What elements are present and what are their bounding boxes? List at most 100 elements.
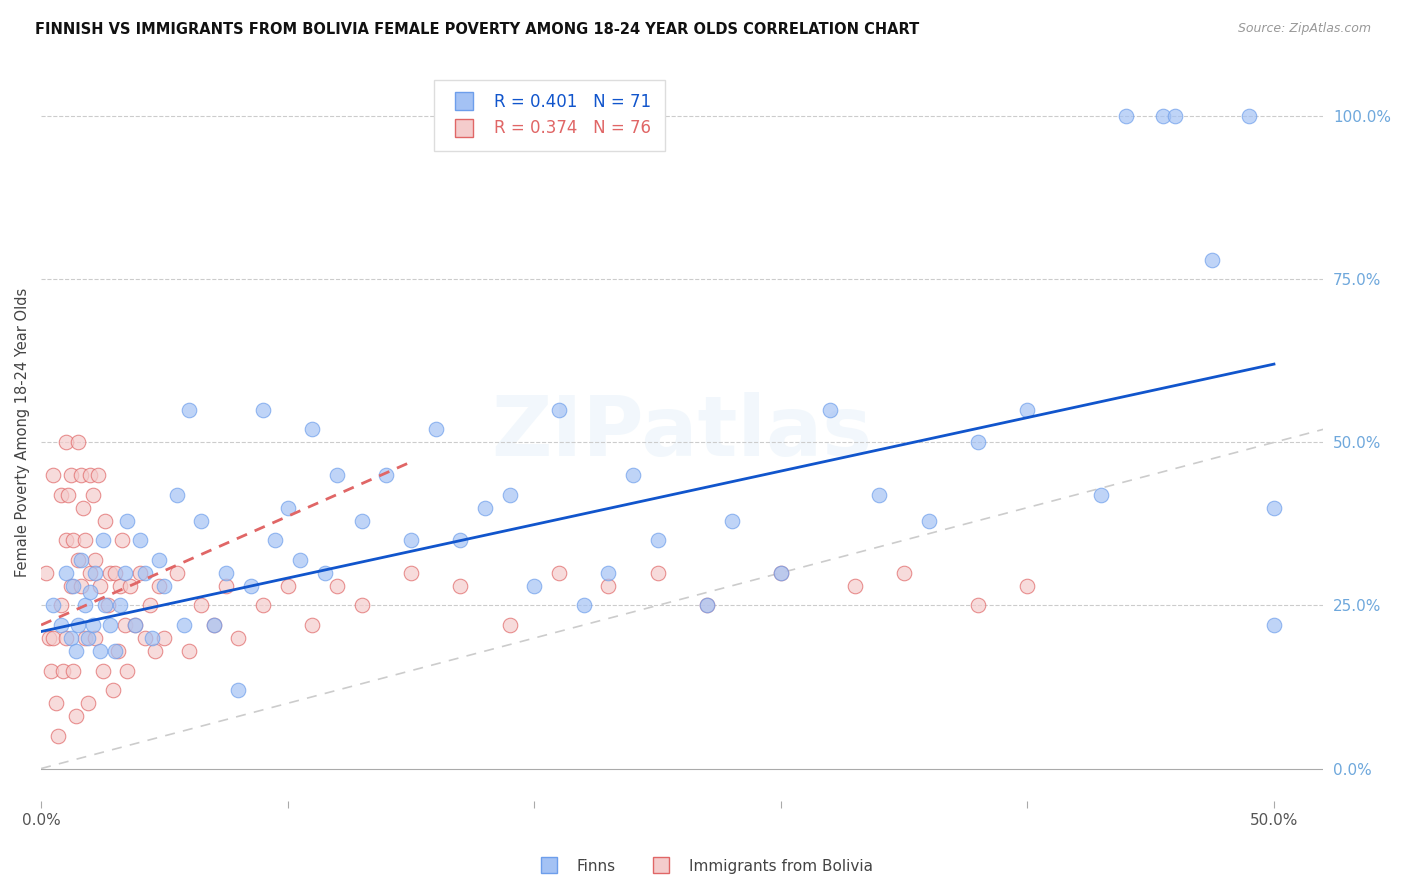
Point <box>288 553 311 567</box>
Point <box>134 566 156 580</box>
Y-axis label: Female Poverty Among 18-24 Year Olds: Female Poverty Among 18-24 Year Olds <box>15 288 30 577</box>
Point <box>77 696 100 710</box>
Point <box>79 585 101 599</box>
Point <box>277 579 299 593</box>
Point <box>166 566 188 580</box>
Point <box>523 579 546 593</box>
Point <box>35 566 58 580</box>
Point <box>67 435 90 450</box>
Point <box>868 487 890 501</box>
Point <box>769 566 792 580</box>
Point <box>87 468 110 483</box>
Point <box>252 599 274 613</box>
Point <box>91 533 114 548</box>
Point <box>138 599 160 613</box>
Point <box>399 566 422 580</box>
Point <box>844 579 866 593</box>
Point <box>818 402 841 417</box>
Point <box>94 599 117 613</box>
Point <box>134 631 156 645</box>
Point <box>696 599 718 613</box>
Point <box>69 468 91 483</box>
Point <box>967 599 990 613</box>
Point <box>59 468 82 483</box>
Point <box>59 631 82 645</box>
Point <box>118 579 141 593</box>
Point <box>202 618 225 632</box>
Point <box>67 618 90 632</box>
Point <box>572 599 595 613</box>
Point <box>1017 402 1039 417</box>
Point <box>1090 487 1112 501</box>
Point <box>39 664 62 678</box>
Point <box>1164 109 1187 123</box>
Point <box>75 599 97 613</box>
Point <box>301 618 323 632</box>
Point <box>177 644 200 658</box>
Point <box>62 664 84 678</box>
Point <box>65 709 87 723</box>
Point <box>449 579 471 593</box>
Text: FINNISH VS IMMIGRANTS FROM BOLIVIA FEMALE POVERTY AMONG 18-24 YEAR OLDS CORRELAT: FINNISH VS IMMIGRANTS FROM BOLIVIA FEMAL… <box>35 22 920 37</box>
Point <box>114 618 136 632</box>
Point <box>153 579 176 593</box>
Point <box>314 566 336 580</box>
Point <box>1239 109 1261 123</box>
Point <box>190 599 212 613</box>
Point <box>55 435 77 450</box>
Point <box>166 487 188 501</box>
Point <box>55 566 77 580</box>
Point <box>98 566 121 580</box>
Point <box>48 729 70 743</box>
Point <box>350 599 373 613</box>
Point <box>117 664 139 678</box>
Point <box>62 579 84 593</box>
Point <box>101 683 124 698</box>
Point <box>104 644 127 658</box>
Point <box>84 631 107 645</box>
Text: Source: ZipAtlas.com: Source: ZipAtlas.com <box>1237 22 1371 36</box>
Point <box>647 533 669 548</box>
Point <box>148 553 170 567</box>
Legend: Finns, Immigrants from Bolivia: Finns, Immigrants from Bolivia <box>527 853 879 880</box>
Point <box>621 468 644 483</box>
Text: ZIPatlas: ZIPatlas <box>492 392 873 473</box>
Point <box>75 533 97 548</box>
Point <box>128 533 150 548</box>
Point <box>425 422 447 436</box>
Point <box>108 599 131 613</box>
Point <box>82 487 104 501</box>
Point <box>1017 579 1039 593</box>
Point <box>108 579 131 593</box>
Point <box>252 402 274 417</box>
Point <box>228 631 250 645</box>
Point <box>65 644 87 658</box>
Point <box>1152 109 1174 123</box>
Point <box>82 618 104 632</box>
Point <box>326 468 349 483</box>
Point <box>301 422 323 436</box>
Point <box>375 468 398 483</box>
Point <box>59 579 82 593</box>
Point <box>326 579 349 593</box>
Point <box>449 533 471 548</box>
Point <box>42 468 65 483</box>
Point <box>893 566 915 580</box>
Point <box>647 566 669 580</box>
Point <box>1115 109 1137 123</box>
Point <box>548 566 571 580</box>
Point <box>1263 618 1285 632</box>
Point <box>69 553 91 567</box>
Point <box>474 500 496 515</box>
Point <box>173 618 195 632</box>
Point <box>79 468 101 483</box>
Point <box>228 683 250 698</box>
Point <box>128 566 150 580</box>
Point <box>498 487 520 501</box>
Point <box>98 618 121 632</box>
Point <box>967 435 990 450</box>
Point <box>77 631 100 645</box>
Point <box>94 514 117 528</box>
Point <box>1263 500 1285 515</box>
Point <box>42 631 65 645</box>
